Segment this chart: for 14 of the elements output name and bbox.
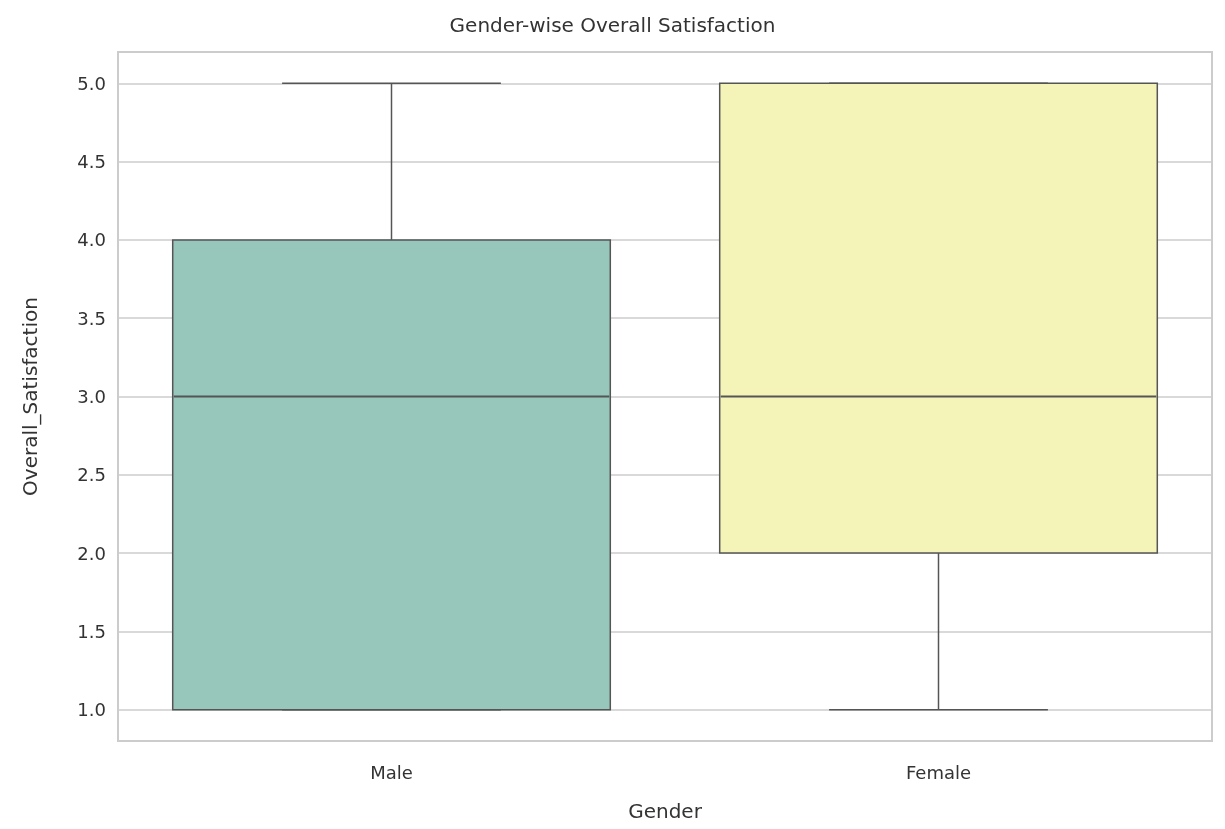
y-tick-label: 5.0	[77, 72, 106, 94]
x-tick-label: Male	[370, 761, 413, 783]
y-axis-title: Overall_Satisfaction	[18, 297, 42, 496]
y-tick-label: 3.5	[77, 307, 106, 329]
chart-title: Gender-wise Overall Satisfaction	[449, 13, 776, 37]
y-tick-label: 4.5	[77, 151, 106, 173]
y-tick-label: 2.5	[77, 464, 106, 486]
y-tick-label: 2.0	[77, 542, 106, 564]
y-tick-label: 1.0	[77, 699, 106, 721]
y-tick-label: 4.0	[77, 229, 106, 251]
x-tick-label: Female	[905, 761, 972, 783]
x-axis-title: Gender	[628, 799, 703, 823]
y-tick-label: 3.0	[77, 386, 106, 407]
y-tick-label: 1.5	[77, 620, 106, 642]
